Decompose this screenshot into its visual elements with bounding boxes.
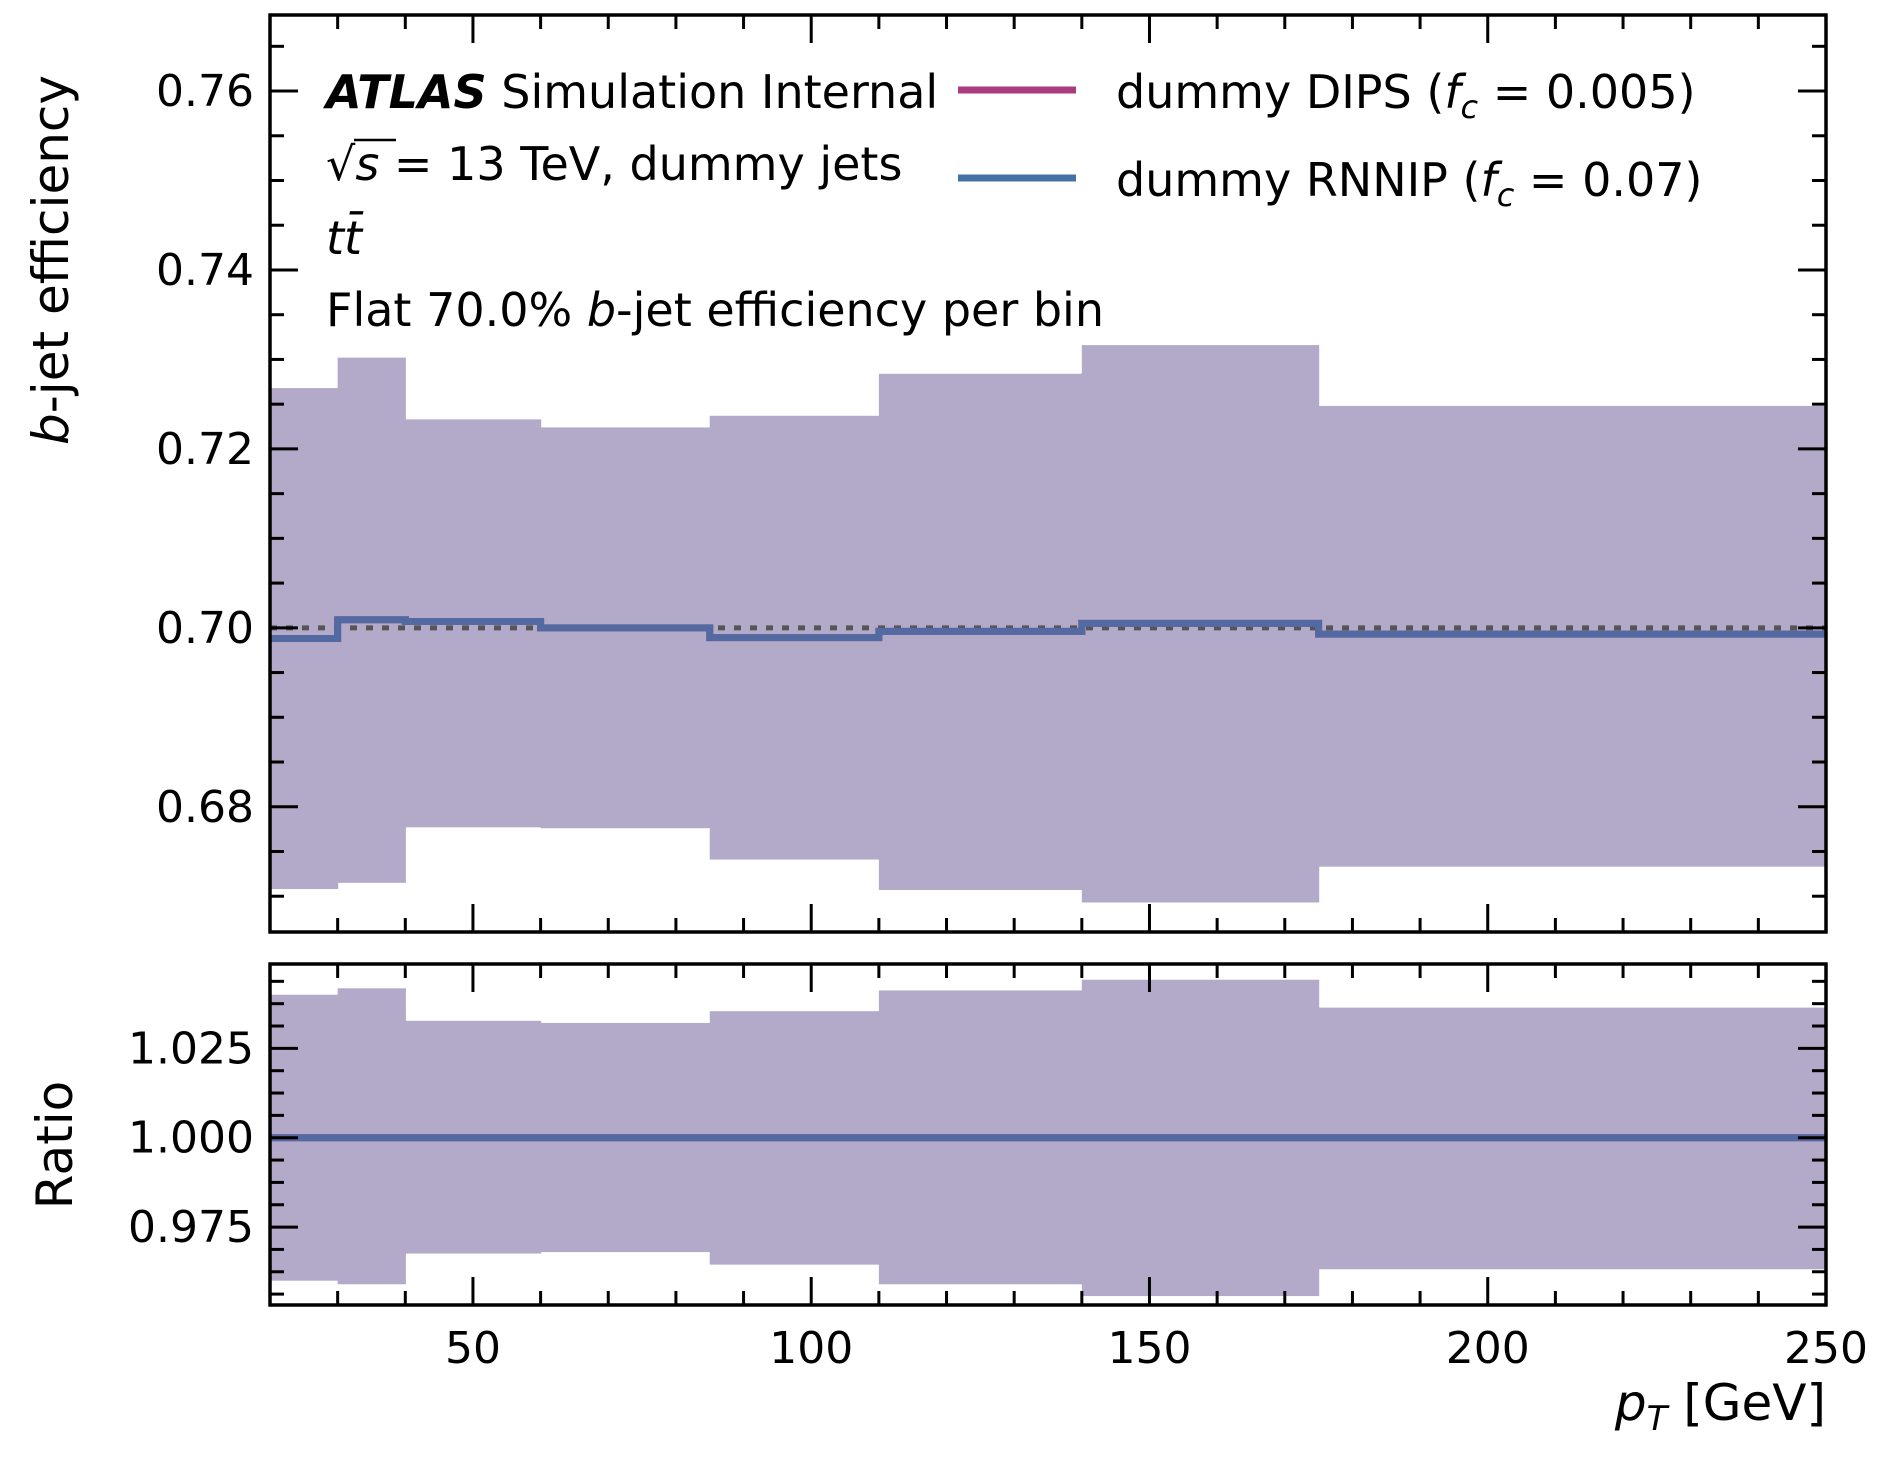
x-tick-label: 250 <box>1784 1323 1868 1374</box>
legend-entry-dips: dummy DIPS (fc = 0.005) <box>1116 65 1696 126</box>
y-tick-label: 0.68 <box>156 782 254 833</box>
x-tick-label: 100 <box>769 1323 853 1374</box>
atlas-label: ATLAS Simulation Internal <box>323 65 938 119</box>
y-tick-label: 0.74 <box>156 245 254 296</box>
y-tick-label: 0.72 <box>156 424 254 475</box>
x-tick-label: 150 <box>1107 1323 1191 1374</box>
y-tick-label: 0.70 <box>156 603 254 654</box>
legend-entry-rnnip: dummy RNNIP (fc = 0.07) <box>1116 153 1702 214</box>
y-axis-title-main: b-jet efficiency <box>22 75 80 445</box>
legend: dummy DIPS (fc = 0.005) dummy RNNIP (fc … <box>958 65 1702 214</box>
x-tick-label: 200 <box>1446 1323 1530 1374</box>
y-axis-title-ratio: Ratio <box>26 1081 84 1209</box>
y-tick-label: 0.76 <box>156 66 254 117</box>
energy-label: √s = 13 TeV, dummy jets <box>326 137 902 191</box>
main-ticks: 0.68 0.70 0.72 0.74 0.76 <box>156 15 1828 932</box>
x-tick-label: 50 <box>445 1323 501 1374</box>
x-axis-title: pT [GeV] <box>1614 1374 1826 1439</box>
y-tick-label: 0.975 <box>128 1202 254 1253</box>
main-panel-frame <box>268 13 1828 934</box>
y-tick-label: 1.025 <box>128 1023 254 1074</box>
main-line-series-2 <box>270 616 1826 643</box>
main-series-lines <box>270 616 1826 643</box>
ratio-ticks: 0.975 1.000 1.025 50 100 150 200 250 <box>128 964 1868 1374</box>
y-tick-label: 1.000 <box>128 1113 254 1164</box>
sample-label: tt̄ <box>326 211 364 265</box>
wp-label: Flat 70.0% b-jet efficiency per bin <box>326 283 1104 337</box>
ratio-panel-frame <box>268 962 1828 1307</box>
